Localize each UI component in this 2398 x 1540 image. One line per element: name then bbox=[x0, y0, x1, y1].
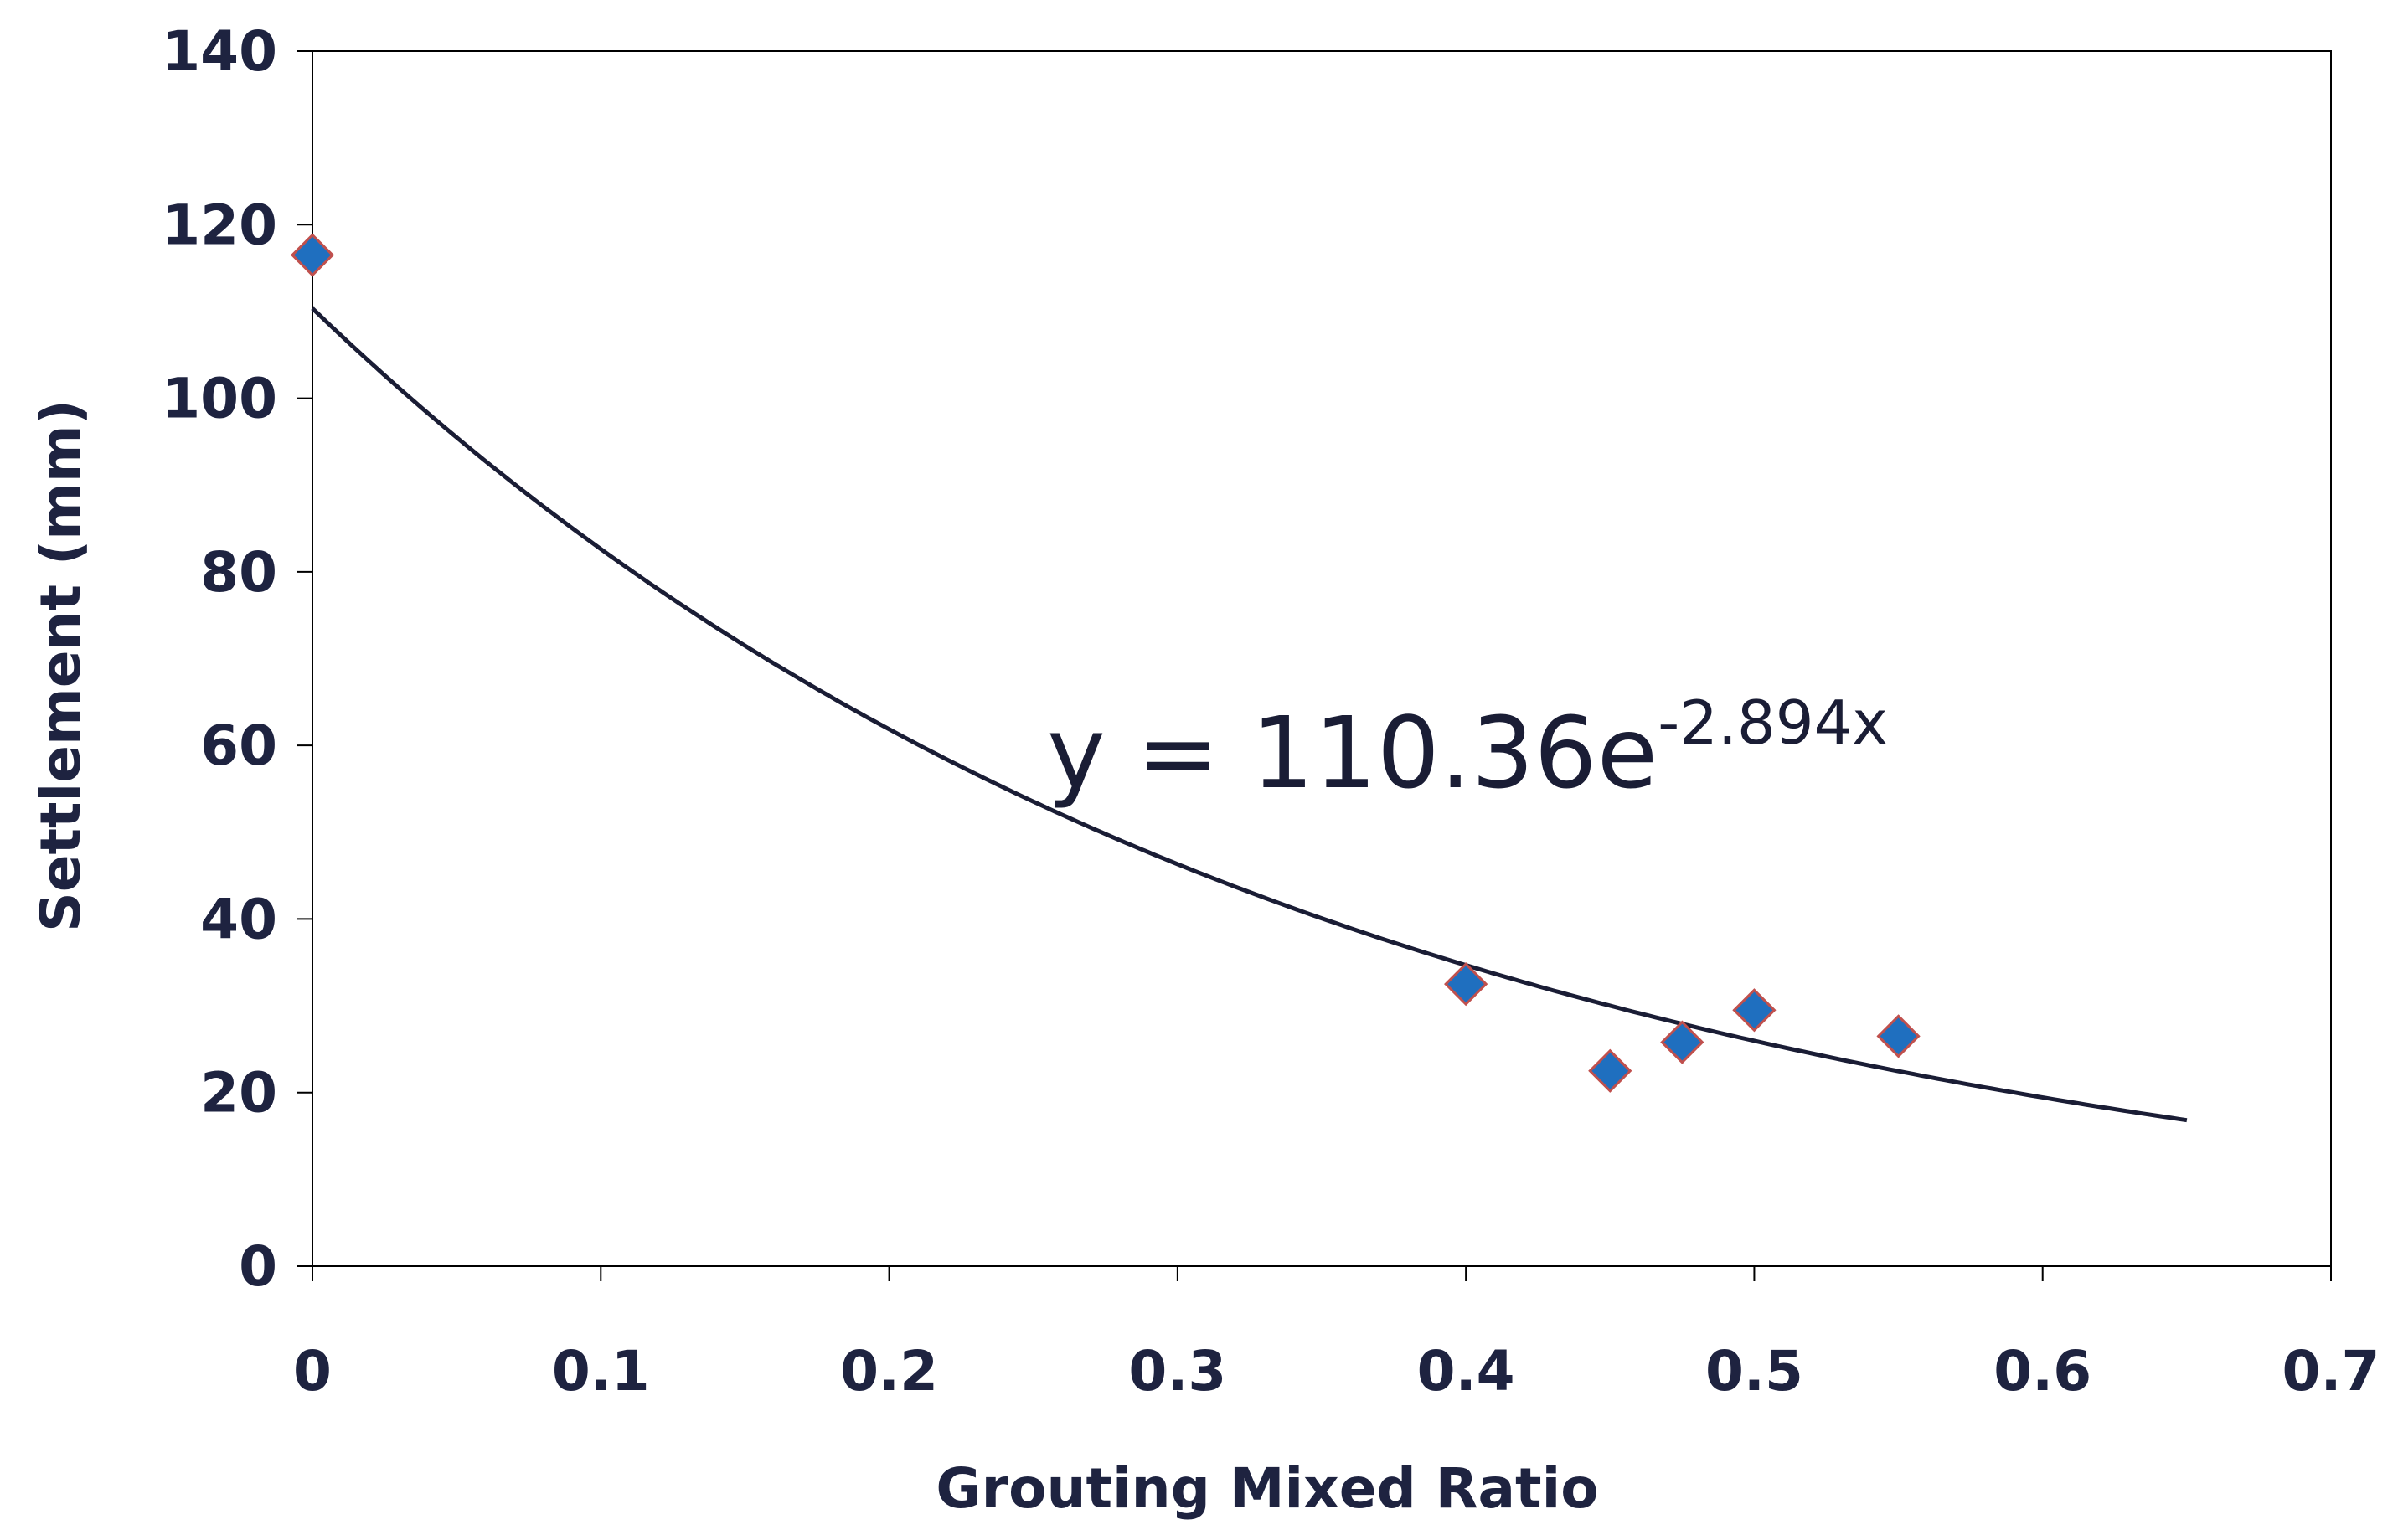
y-tick-label: 100 bbox=[162, 367, 277, 431]
data-point bbox=[1876, 1014, 1921, 1058]
x-tick-label: 0.5 bbox=[1705, 1339, 1803, 1404]
x-tick-label: 0 bbox=[293, 1339, 332, 1404]
data-point bbox=[1660, 1020, 1704, 1064]
trendline-equation: y = 110.36e-2.894x bbox=[1047, 688, 1888, 811]
equation-exponent: -2.894x bbox=[1658, 688, 1888, 758]
data-point bbox=[290, 233, 335, 277]
points-layer bbox=[290, 233, 1921, 1093]
data-point bbox=[1588, 1048, 1632, 1093]
y-tick-label: 0 bbox=[239, 1234, 277, 1299]
x-tick-label: 0.4 bbox=[1417, 1339, 1515, 1404]
trendline-layer bbox=[311, 306, 2188, 1123]
y-tick-label: 60 bbox=[200, 713, 277, 778]
x-tick-label: 0.3 bbox=[1128, 1339, 1226, 1404]
axes-layer: 0 20 40 60 80 100 120 140 0 0.1 0.2 0.3 0.4 0.5 0.6 0.7 bbox=[162, 19, 2380, 1404]
trendline-curve bbox=[311, 306, 2188, 1123]
y-tick-label: 120 bbox=[162, 193, 277, 257]
x-tick-label: 0.7 bbox=[2282, 1339, 2380, 1404]
equation-main: y = 110.36e bbox=[1047, 695, 1658, 811]
y-tick-label: 20 bbox=[200, 1061, 277, 1125]
data-point bbox=[1444, 962, 1488, 1007]
y-tick-label: 140 bbox=[162, 19, 277, 84]
y-tick-label: 80 bbox=[200, 540, 277, 605]
x-tick-label: 0.2 bbox=[840, 1339, 938, 1404]
y-tick-label: 40 bbox=[200, 887, 277, 951]
y-axis-title: Settlement (mm) bbox=[28, 399, 93, 932]
x-tick-label: 0.6 bbox=[1993, 1339, 2091, 1404]
data-point bbox=[1732, 988, 1777, 1033]
plot-area bbox=[312, 50, 2332, 1267]
x-axis-title: Grouting Mixed Ratio bbox=[936, 1456, 1598, 1521]
x-tick-label: 0.1 bbox=[552, 1339, 650, 1404]
